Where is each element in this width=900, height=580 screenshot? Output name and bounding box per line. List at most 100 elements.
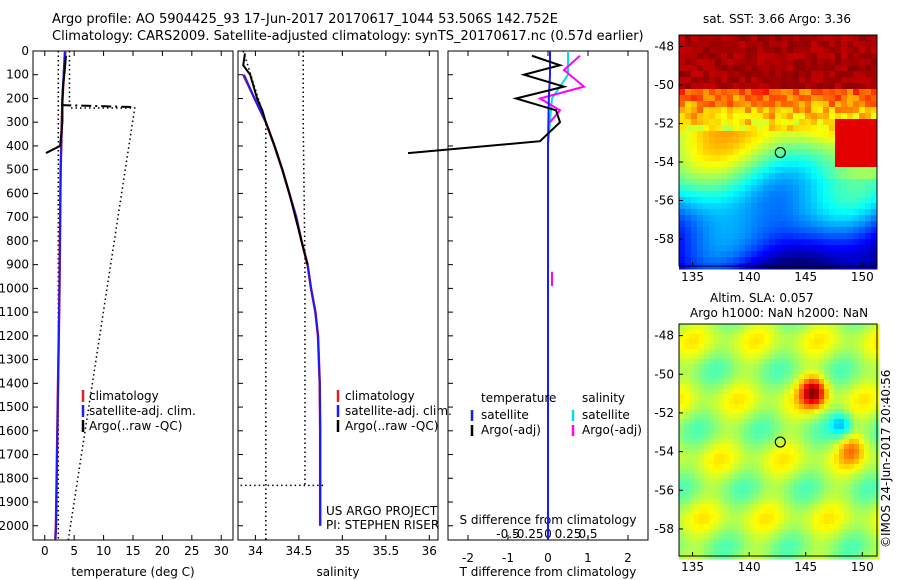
- sst-map-cell: [781, 89, 788, 96]
- sst-map-cell: [763, 155, 770, 162]
- sst-map-cell: [733, 173, 740, 180]
- salinity-argo-line: [242, 53, 309, 265]
- sst-map-cell: [805, 209, 812, 216]
- sst-map-cell: [781, 113, 788, 120]
- sla-map-cell: [719, 384, 725, 390]
- sla-map-cell: [869, 454, 875, 460]
- sla-map-cell: [799, 369, 805, 375]
- sst-map-cell: [757, 167, 764, 174]
- sla-map-cell: [739, 339, 745, 345]
- sst-map-cell: [697, 167, 704, 174]
- sla-map-cell: [769, 494, 775, 500]
- sla-map-cell: [839, 504, 845, 510]
- sst-map-cell: [799, 131, 806, 138]
- sla-map-cell: [704, 454, 710, 460]
- sst-map-cell: [721, 101, 728, 108]
- sla-map-cell: [719, 354, 725, 360]
- sst-map-cell: [685, 173, 692, 180]
- sst-map-cell: [871, 71, 878, 78]
- sst-map-cell: [745, 77, 752, 84]
- sla-map-cell: [734, 499, 740, 505]
- sla-map-cell: [869, 459, 875, 465]
- sst-map-cell: [733, 83, 740, 90]
- sst-map-cell: [799, 83, 806, 90]
- sla-map-cell: [859, 439, 865, 445]
- sla-map-cell: [714, 374, 720, 380]
- sst-map-cell: [703, 203, 710, 210]
- sst-map-cell: [697, 137, 704, 144]
- sla-map-cell: [839, 519, 845, 525]
- sla-map-cell: [719, 459, 725, 465]
- sla-map-cell: [869, 334, 875, 340]
- sla-map-cell: [754, 539, 760, 545]
- sst-map-cell: [745, 185, 752, 192]
- sla-map-cell: [849, 404, 855, 410]
- sla-map-cell: [834, 354, 840, 360]
- sst-map-cell: [781, 185, 788, 192]
- sst-map-cell: [679, 185, 686, 192]
- sla-map-cell: [709, 524, 715, 530]
- sst-map-cell: [709, 173, 716, 180]
- sla-map-cell: [829, 534, 835, 540]
- sla-map-cell: [784, 374, 790, 380]
- sla-map-cell: [694, 409, 700, 415]
- sst-map-cell: [841, 65, 848, 72]
- sla-map-cell: [769, 409, 775, 415]
- sst-map-cell: [769, 137, 776, 144]
- sst-map-cell: [835, 239, 842, 246]
- sla-map-cell: [779, 409, 785, 415]
- sst-map-cell: [733, 143, 740, 150]
- sla-map-cell: [784, 524, 790, 530]
- sla-map-cell: [724, 504, 730, 510]
- sla-map-cell: [744, 434, 750, 440]
- sst-map-cell: [763, 161, 770, 168]
- depth-tick-label: 400: [6, 139, 29, 153]
- sla-map-cell: [854, 554, 860, 560]
- plot-title-line1: Argo profile: AO 5904425_93 17-Jun-2017 …: [52, 12, 558, 27]
- sla-map-cell: [684, 499, 690, 505]
- sla-map-cell: [804, 439, 810, 445]
- sla-map-cell: [734, 324, 740, 330]
- sst-map-cell: [679, 137, 686, 144]
- sst-map-cell: [853, 125, 860, 132]
- sst-map-cell: [871, 41, 878, 48]
- sla-map-cell: [779, 534, 785, 540]
- sla-map-cell: [834, 339, 840, 345]
- sst-map-cell: [697, 215, 704, 222]
- sst-map-cell: [757, 191, 764, 198]
- sla-map-cell: [844, 514, 850, 520]
- sst-map-cell: [745, 221, 752, 228]
- sst-map-cell: [787, 185, 794, 192]
- sst-map-cell: [739, 101, 746, 108]
- sla-map-cell: [844, 539, 850, 545]
- sst-map-cell: [823, 257, 830, 264]
- sst-map-cell: [847, 95, 854, 102]
- sla-map-cell: [679, 549, 685, 555]
- sla-map-cell: [869, 344, 875, 350]
- sst-map-cell: [691, 161, 698, 168]
- sla-map-cell: [714, 384, 720, 390]
- sst-map-cell: [679, 107, 686, 114]
- sla-map-cell: [749, 474, 755, 480]
- sla-map-cell: [839, 409, 845, 415]
- sla-map-cell: [729, 504, 735, 510]
- sla-map-cell: [789, 549, 795, 555]
- sla-map-cell: [864, 434, 870, 440]
- sla-map-cell: [679, 424, 685, 430]
- sst-map-cell: [817, 137, 824, 144]
- sst-map-cell: [859, 125, 866, 132]
- sst-map-cell: [769, 95, 776, 102]
- sst-map-cell: [865, 227, 872, 234]
- sst-map-cell: [757, 179, 764, 186]
- sst-map-cell: [697, 83, 704, 90]
- sst-map-cell: [865, 53, 872, 60]
- sst-map-cell: [763, 83, 770, 90]
- sla-map-cell: [794, 344, 800, 350]
- sst-map-cell: [769, 227, 776, 234]
- sst-map-cell: [865, 77, 872, 84]
- temperature-std-high: [67, 51, 136, 541]
- sla-map-cell: [849, 444, 855, 450]
- sst-map-cell: [859, 209, 866, 216]
- sla-map-cell: [869, 554, 875, 560]
- sla-map-cell: [854, 379, 860, 385]
